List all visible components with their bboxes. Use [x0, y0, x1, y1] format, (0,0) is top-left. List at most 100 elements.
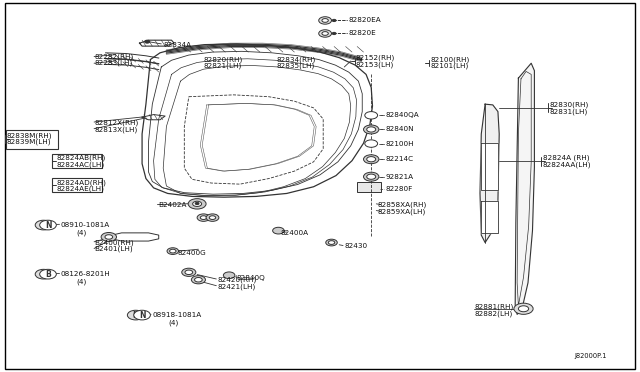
Text: 82882(LH): 82882(LH)	[475, 310, 513, 317]
Circle shape	[35, 220, 52, 230]
Text: 82824AB(RH): 82824AB(RH)	[56, 155, 106, 161]
Circle shape	[319, 30, 332, 37]
Circle shape	[514, 303, 533, 314]
Text: (4): (4)	[77, 229, 87, 236]
Circle shape	[101, 232, 116, 241]
Text: 82100(RH): 82100(RH)	[430, 56, 469, 63]
Text: 82840QA: 82840QA	[385, 112, 419, 118]
Text: 82840N: 82840N	[385, 126, 414, 132]
Text: (4): (4)	[77, 278, 87, 285]
Text: B2401(LH): B2401(LH)	[95, 246, 133, 253]
Text: B: B	[41, 270, 46, 279]
Text: 82835(LH): 82835(LH)	[276, 63, 315, 70]
Circle shape	[105, 235, 113, 239]
Text: 82812X(RH): 82812X(RH)	[95, 119, 139, 126]
Circle shape	[319, 17, 332, 24]
Polygon shape	[481, 143, 498, 190]
Circle shape	[182, 268, 196, 276]
Text: 82813X(LH): 82813X(LH)	[95, 126, 138, 133]
Circle shape	[332, 32, 336, 35]
Text: 92821A: 92821A	[385, 174, 413, 180]
Circle shape	[518, 306, 529, 312]
Polygon shape	[480, 104, 499, 243]
Text: 82838M(RH): 82838M(RH)	[6, 132, 52, 139]
Text: 82834(RH): 82834(RH)	[276, 56, 316, 63]
Text: 82421(LH): 82421(LH)	[218, 283, 256, 290]
Circle shape	[328, 241, 335, 244]
Circle shape	[170, 249, 176, 253]
Text: N: N	[40, 221, 47, 230]
Polygon shape	[481, 201, 498, 232]
Circle shape	[195, 278, 202, 282]
Text: 82214C: 82214C	[385, 156, 413, 162]
Circle shape	[367, 157, 376, 162]
Text: 82824AA(LH): 82824AA(LH)	[543, 161, 591, 168]
Text: 08126-8201H: 08126-8201H	[61, 271, 111, 277]
Text: 82820EA: 82820EA	[349, 17, 381, 23]
Text: 08910-1081A: 08910-1081A	[61, 222, 110, 228]
Text: 82821(LH): 82821(LH)	[204, 63, 242, 70]
Circle shape	[223, 272, 235, 279]
Text: 82824A (RH): 82824A (RH)	[543, 155, 589, 161]
Text: N: N	[132, 311, 139, 320]
Circle shape	[322, 32, 328, 35]
Text: 82859XA(LH): 82859XA(LH)	[378, 208, 426, 215]
Circle shape	[364, 125, 379, 134]
Circle shape	[185, 270, 193, 275]
Circle shape	[367, 127, 376, 132]
Text: N: N	[45, 221, 51, 230]
Circle shape	[367, 174, 376, 179]
Circle shape	[364, 155, 379, 164]
Circle shape	[209, 216, 216, 219]
Polygon shape	[515, 63, 534, 314]
Text: 82839M(LH): 82839M(LH)	[6, 139, 51, 145]
Text: 08918-1081A: 08918-1081A	[152, 312, 202, 318]
Circle shape	[200, 216, 207, 219]
Text: 82824AD(RH): 82824AD(RH)	[56, 179, 106, 186]
Text: 82283(LH): 82283(LH)	[95, 60, 133, 67]
Circle shape	[364, 172, 379, 181]
Circle shape	[365, 140, 378, 147]
Text: B: B	[45, 270, 51, 279]
Text: 82152(RH): 82152(RH)	[355, 54, 394, 61]
Circle shape	[188, 199, 206, 209]
Circle shape	[365, 112, 378, 119]
Bar	[52, 154, 102, 168]
Circle shape	[191, 276, 205, 284]
Circle shape	[195, 202, 199, 205]
Circle shape	[167, 248, 179, 254]
Text: 82100H: 82100H	[385, 141, 414, 147]
Text: 82824AE(LH): 82824AE(LH)	[56, 186, 104, 192]
Circle shape	[134, 310, 150, 320]
Circle shape	[206, 214, 219, 221]
Circle shape	[127, 310, 144, 320]
Text: 82834A: 82834A	[163, 42, 191, 48]
Text: 82881(RH): 82881(RH)	[475, 304, 514, 310]
Circle shape	[40, 269, 56, 279]
Text: 82282(RH): 82282(RH)	[95, 53, 134, 60]
Circle shape	[273, 227, 284, 234]
Text: 82153(LH): 82153(LH)	[355, 61, 394, 68]
Text: B2402A: B2402A	[159, 202, 188, 208]
Text: 82420(RH): 82420(RH)	[218, 276, 257, 283]
Text: 82858XA(RH): 82858XA(RH)	[378, 201, 427, 208]
Text: 82101(LH): 82101(LH)	[430, 63, 468, 70]
Bar	[52, 178, 102, 192]
Text: 82831(LH): 82831(LH)	[549, 108, 588, 115]
Text: J82000P.1: J82000P.1	[575, 353, 607, 359]
Text: 82400A: 82400A	[280, 230, 308, 235]
Circle shape	[35, 269, 52, 279]
Bar	[6, 130, 58, 149]
Text: 82840Q: 82840Q	[237, 275, 266, 281]
Text: 82820E: 82820E	[349, 31, 376, 36]
Text: 82830(RH): 82830(RH)	[549, 102, 588, 108]
Circle shape	[326, 239, 337, 246]
Circle shape	[145, 40, 150, 43]
Text: B2400(RH): B2400(RH)	[95, 239, 134, 246]
Text: 82820(RH): 82820(RH)	[204, 56, 243, 63]
Circle shape	[193, 201, 202, 206]
Circle shape	[40, 220, 56, 230]
Text: N: N	[139, 311, 145, 320]
Text: 82824AC(LH): 82824AC(LH)	[56, 161, 104, 168]
Circle shape	[197, 214, 210, 221]
